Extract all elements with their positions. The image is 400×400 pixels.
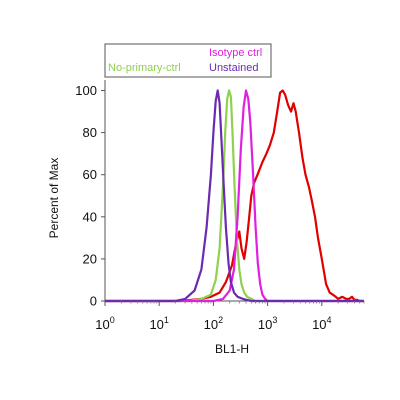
x-tick-label: 103: [258, 315, 277, 332]
legend-entry: No-primary-ctrl: [108, 62, 181, 74]
x-axis-label: BL1-H: [215, 342, 249, 356]
x-axis: 100 101 102 103 104: [95, 301, 365, 332]
x-tick-label: 104: [312, 315, 331, 332]
x-tick-label: 102: [204, 315, 223, 332]
x-tick-label: 100: [95, 315, 114, 332]
y-tick-label: 0: [90, 294, 97, 309]
legend-box: [104, 43, 272, 78]
y-tick-label: 80: [83, 125, 97, 140]
series-line: [105, 89, 364, 303]
y-tick-label: 20: [83, 251, 97, 266]
y-tick-label: 60: [83, 167, 97, 182]
y-tick-label: 100: [75, 83, 97, 98]
y-tick-label: 40: [83, 209, 97, 224]
y-axis-label: Percent of Max: [47, 158, 61, 239]
y-axis: 0 20 40 60 80 100: [75, 83, 105, 309]
legend-entry: Isotype ctrl: [209, 47, 262, 59]
legend: No-primary-ctrl Isotype ctrl Unstained: [104, 43, 272, 78]
x-tick-label: 101: [149, 315, 168, 332]
legend-entry: Unstained: [209, 62, 259, 74]
series-line: [105, 89, 364, 303]
series-line: [105, 89, 362, 303]
series-line: [105, 89, 364, 303]
series-layer: [105, 89, 364, 303]
